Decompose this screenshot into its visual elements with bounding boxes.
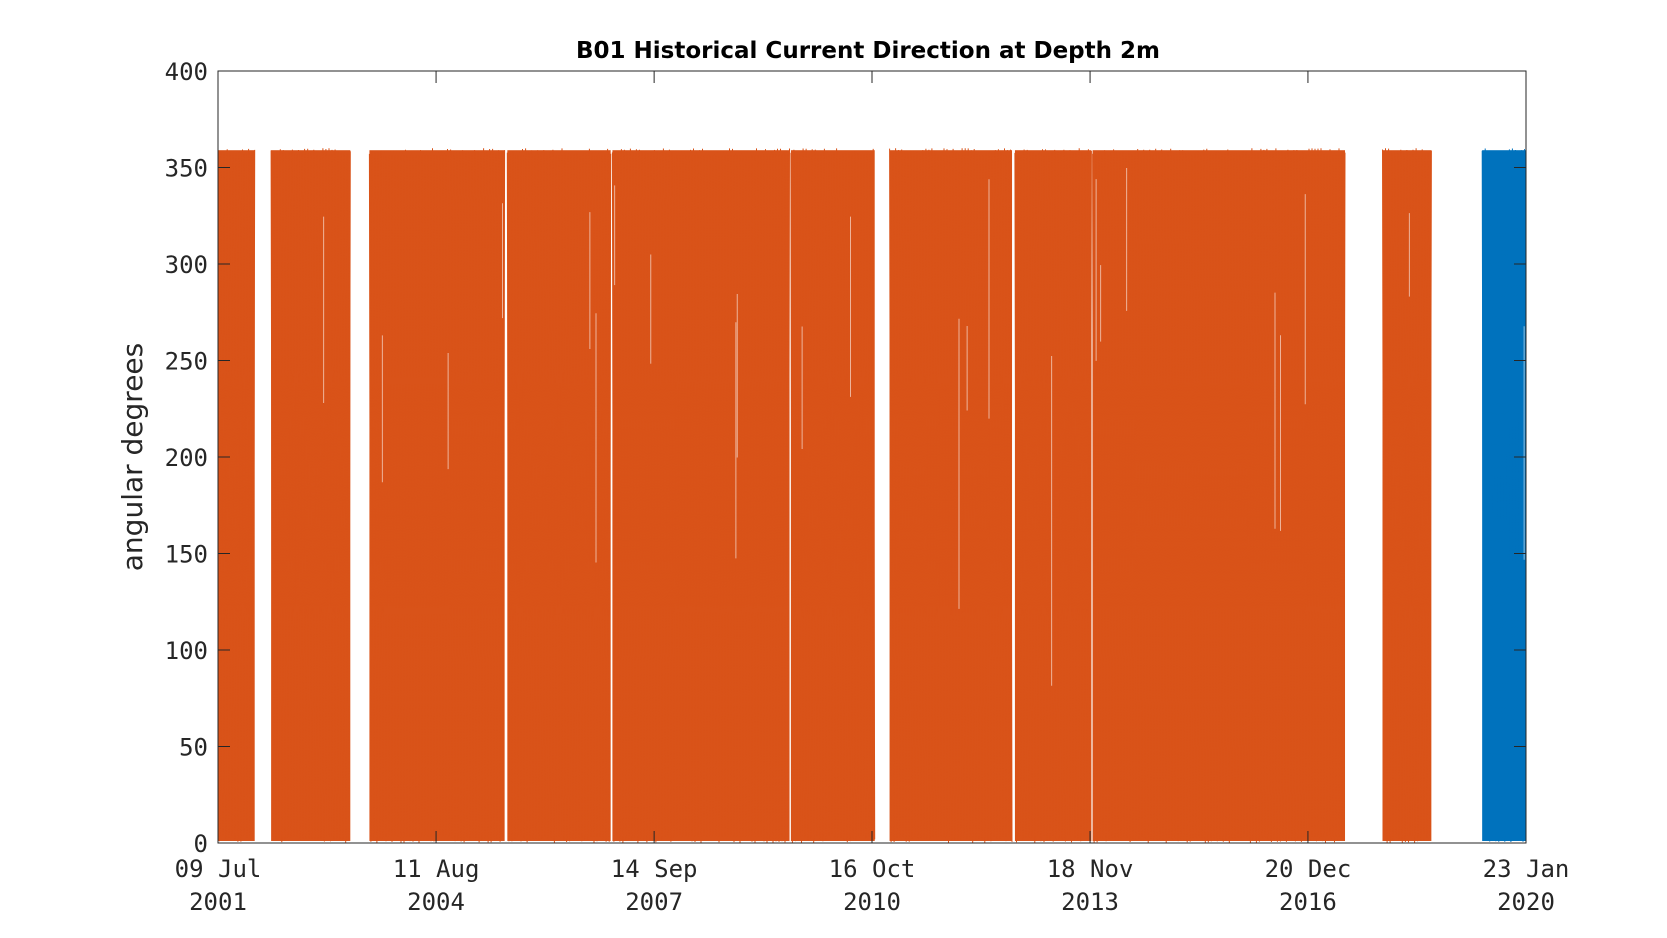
x-tick-label-year: 2007 [625,888,683,916]
y-tick-label: 250 [165,348,208,376]
series-1-trace-0 [1481,148,1527,843]
x-tick-label-year: 2004 [407,888,465,916]
series-0-trace-2 [368,148,506,843]
x-tick-label-year: 2010 [843,888,901,916]
y-tick-label: 400 [165,58,208,86]
series-0-trace-9 [1382,148,1432,843]
chart-title: B01 Historical Current Direction at Dept… [576,38,1160,64]
x-tick-label-year: 2020 [1497,888,1555,916]
x-tick-label-date: 20 Dec [1265,855,1352,883]
series-0-trace-8 [1092,148,1346,843]
x-tick-label-date: 09 Jul [175,855,262,883]
x-tick-label-date: 14 Sep [611,855,698,883]
y-tick-label: 150 [165,541,208,569]
x-tick-label-year: 2016 [1279,888,1337,916]
x-axis: 09 Jul 2001 11 Aug 2004 14 Sep 2007 16 Oct 2010… [175,71,1570,916]
x-tick-label-date: 16 Oct [829,855,916,883]
y-axis-label: angular degrees [116,343,149,571]
x-tick-label-date: 23 Jan [1483,855,1570,883]
y-tick-label: 0 [194,830,208,858]
series-0-trace-6 [889,148,1013,844]
x-tick-label-year: 2001 [189,888,247,916]
series-0-trace-7 [1014,148,1092,843]
y-tick-label: 350 [165,155,208,183]
y-tick-label: 100 [165,637,208,665]
y-tick-label: 300 [165,251,208,279]
x-tick-label-year: 2013 [1061,888,1119,916]
y-axis: 0 50 100 150 200 250 300 350 400 [165,58,1526,858]
y-tick-label: 50 [179,734,208,762]
y-tick-label: 200 [165,444,208,472]
series-0-trace-3 [506,148,612,843]
series-0-trace-5 [790,148,876,843]
series-0-trace-0 [217,148,256,842]
series-layer [217,148,1527,844]
plot-area [217,70,1527,844]
series-0-trace-1 [270,148,351,843]
x-tick-label-date: 18 Nov [1047,855,1134,883]
x-tick-label-date: 11 Aug [393,855,480,883]
